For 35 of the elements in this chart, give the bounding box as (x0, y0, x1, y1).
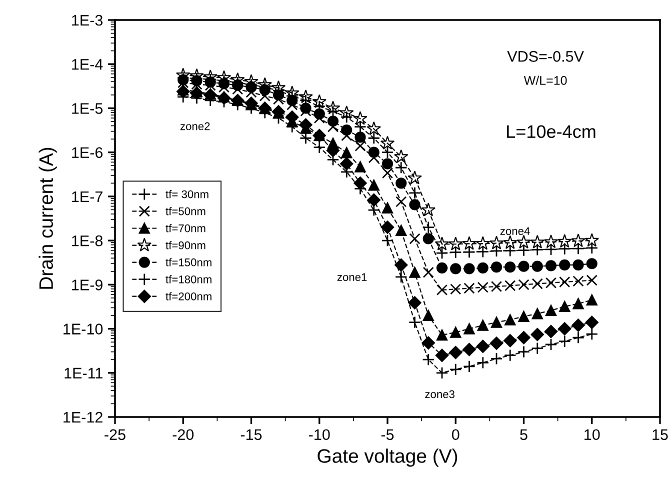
annotation: zone4 (500, 227, 530, 235)
annotation: zone2 (180, 122, 210, 130)
annotation: zone1 (337, 273, 367, 282)
x-tick-label: -5 (381, 429, 394, 440)
y-tick-label: 1E-3 (72, 14, 103, 26)
x-tick-label: -25 (104, 429, 126, 440)
y-tick-label: 1E-7 (72, 191, 102, 202)
annotation: zone3 (425, 390, 454, 398)
x-tick-label: -15 (240, 429, 262, 440)
legend-label: tf= 30nm (166, 190, 208, 198)
y-tick-label: 1E-6 (72, 147, 103, 158)
legend-label: tf=50nm (166, 207, 206, 216)
legend-label: tf=180nm (166, 275, 212, 284)
y-tick-label: 1E-10 (64, 324, 103, 334)
y-tick-label: 1E-12 (64, 412, 102, 423)
x-tick-label: -10 (309, 429, 330, 440)
x-tick-label: 10 (584, 429, 600, 440)
legend-label: tf=200nm (166, 292, 212, 300)
x-axis-title: Gate voltage (V) (318, 448, 458, 467)
y-tick-label: 1E-9 (72, 280, 102, 290)
annotation: VDS=-0.5V (507, 51, 584, 62)
y-tick-label: 1E-4 (72, 59, 103, 70)
y-tick-label: 1E-11 (64, 368, 102, 378)
y-tick-label: 1E-5 (72, 103, 103, 114)
legend-label: tf=90nm (166, 241, 206, 250)
x-tick-label: 15 (652, 429, 668, 440)
y-tick-label: 1E-8 (72, 235, 103, 246)
annotation: W/L=10 (524, 76, 567, 85)
x-tick-label: 5 (520, 429, 528, 440)
legend-label: tf=70nm (166, 224, 206, 232)
x-tick-label: 0 (452, 429, 460, 440)
x-tick-label: -20 (172, 429, 194, 440)
annotation: L=10e-4cm (507, 125, 596, 138)
legend-label: tf=150nm (166, 258, 212, 266)
y-axis-title: Drain current (A) (38, 148, 57, 289)
